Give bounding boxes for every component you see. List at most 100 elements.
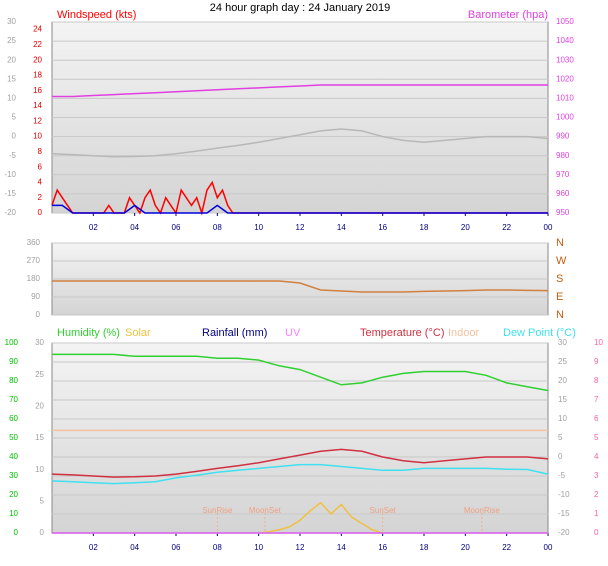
x-tick-label: 02 bbox=[89, 543, 98, 552]
x-tick-label: 12 bbox=[296, 543, 305, 552]
legend-entry: Windspeed (kts) bbox=[57, 9, 136, 21]
y-tick-label: 0 bbox=[14, 528, 19, 537]
y-tick-label: 4 bbox=[38, 178, 43, 187]
legend-entry: Barometer (hpa) bbox=[468, 9, 548, 21]
y-tick-label: 1010 bbox=[556, 94, 574, 103]
y-tick-label: 25 bbox=[35, 370, 44, 379]
series-line bbox=[51, 128, 549, 158]
y-tick-label: 10 bbox=[33, 132, 42, 141]
y-tick-label: 25 bbox=[7, 36, 16, 45]
x-tick-label: 04 bbox=[130, 223, 139, 232]
y-tick-label: 0 bbox=[38, 208, 43, 217]
y-tick-label: 1040 bbox=[556, 36, 574, 45]
y-tick-label: -10 bbox=[558, 490, 570, 499]
y-tick-label: 950 bbox=[556, 208, 570, 217]
x-tick-label: 08 bbox=[213, 543, 222, 552]
y-tick-label: E bbox=[556, 291, 563, 303]
x-tick-label: 02 bbox=[89, 223, 98, 232]
y-tick-label: 980 bbox=[556, 151, 570, 160]
x-tick-label: 06 bbox=[172, 543, 181, 552]
series-line bbox=[51, 448, 549, 478]
x-tick-label: 08 bbox=[213, 223, 222, 232]
annotation: MoonSet bbox=[249, 506, 282, 515]
y-tick-label: 5 bbox=[12, 113, 17, 122]
y-tick-label: 4 bbox=[594, 452, 599, 461]
y-tick-label: 8 bbox=[594, 376, 599, 385]
series-line bbox=[52, 204, 548, 214]
y-tick-label: 100 bbox=[5, 338, 19, 347]
x-tick-label: 12 bbox=[296, 223, 305, 232]
series-line bbox=[51, 463, 549, 485]
y-tick-label: 5 bbox=[40, 496, 45, 505]
y-tick-label: 7 bbox=[594, 395, 599, 404]
y-tick-label: 8 bbox=[38, 147, 43, 156]
y-tick-label: 20 bbox=[9, 490, 18, 499]
series-line bbox=[52, 280, 549, 293]
x-tick-label: 20 bbox=[461, 543, 470, 552]
y-tick-label: 970 bbox=[556, 170, 570, 179]
y-tick-label: 360 bbox=[27, 238, 41, 247]
y-tick-label: 20 bbox=[7, 55, 16, 64]
y-tick-label: 10 bbox=[558, 414, 567, 423]
y-tick-label: -20 bbox=[4, 208, 16, 217]
y-tick-label: 80 bbox=[9, 376, 18, 385]
legend-entry: Solar bbox=[125, 327, 151, 339]
y-tick-label: 10 bbox=[7, 94, 16, 103]
y-tick-label: 25 bbox=[558, 357, 567, 366]
annotation: SunRise bbox=[202, 506, 233, 515]
legend-entry: Rainfall (mm) bbox=[202, 327, 267, 339]
y-tick-label: 6 bbox=[594, 414, 599, 423]
y-tick-label: -20 bbox=[558, 528, 570, 537]
x-tick-label: 14 bbox=[337, 543, 346, 552]
y-tick-label: 15 bbox=[558, 395, 567, 404]
y-tick-label: 0 bbox=[36, 310, 41, 319]
y-tick-label: 60 bbox=[9, 414, 18, 423]
series-line bbox=[52, 84, 548, 98]
x-tick-label: 00 bbox=[544, 543, 553, 552]
y-tick-label: 15 bbox=[7, 74, 16, 83]
y-tick-label: 30 bbox=[558, 338, 567, 347]
legend-entry: Temperature (°C) bbox=[360, 327, 444, 339]
y-tick-label: S bbox=[556, 273, 563, 285]
y-tick-label: 15 bbox=[35, 433, 44, 442]
x-tick-label: 00 bbox=[544, 223, 553, 232]
x-tick-label: 22 bbox=[502, 223, 511, 232]
y-tick-label: 180 bbox=[27, 274, 41, 283]
y-tick-label: 20 bbox=[33, 55, 42, 64]
page-title: 24 hour graph day : 24 January 2019 bbox=[210, 2, 390, 14]
y-tick-label: 22 bbox=[33, 40, 42, 49]
y-tick-label: 1000 bbox=[556, 113, 574, 122]
y-tick-label: 30 bbox=[9, 471, 18, 480]
y-tick-label: 40 bbox=[9, 452, 18, 461]
y-tick-label: 70 bbox=[9, 395, 18, 404]
y-tick-label: 270 bbox=[27, 256, 41, 265]
y-tick-label: 12 bbox=[33, 116, 42, 125]
legend-entry: UV bbox=[285, 327, 301, 339]
y-tick-label: -10 bbox=[4, 170, 16, 179]
y-tick-label: 20 bbox=[558, 376, 567, 385]
y-tick-label: 5 bbox=[594, 433, 599, 442]
series-line bbox=[258, 501, 383, 534]
y-tick-label: 0 bbox=[40, 528, 45, 537]
legend-entry: Humidity (%) bbox=[57, 327, 120, 339]
y-tick-label: 3 bbox=[594, 471, 599, 480]
y-tick-label: 1030 bbox=[556, 55, 574, 64]
y-tick-label: 1050 bbox=[556, 17, 574, 26]
x-tick-label: 04 bbox=[130, 543, 139, 552]
y-tick-label: 10 bbox=[35, 465, 44, 474]
y-tick-label: 0 bbox=[558, 452, 563, 461]
y-tick-label: 50 bbox=[9, 433, 18, 442]
x-tick-label: 10 bbox=[254, 223, 263, 232]
y-tick-label: -15 bbox=[4, 189, 16, 198]
y-tick-label: 30 bbox=[7, 17, 16, 26]
x-tick-label: 20 bbox=[461, 223, 470, 232]
x-tick-label: 16 bbox=[378, 223, 387, 232]
y-tick-label: 990 bbox=[556, 132, 570, 141]
legend-entry: Dew Point (°C) bbox=[503, 327, 576, 339]
y-tick-label: 960 bbox=[556, 189, 570, 198]
x-tick-label: 10 bbox=[254, 543, 263, 552]
y-tick-label: 20 bbox=[35, 401, 44, 410]
y-tick-label: 2 bbox=[594, 490, 599, 499]
y-tick-label: 90 bbox=[9, 357, 18, 366]
